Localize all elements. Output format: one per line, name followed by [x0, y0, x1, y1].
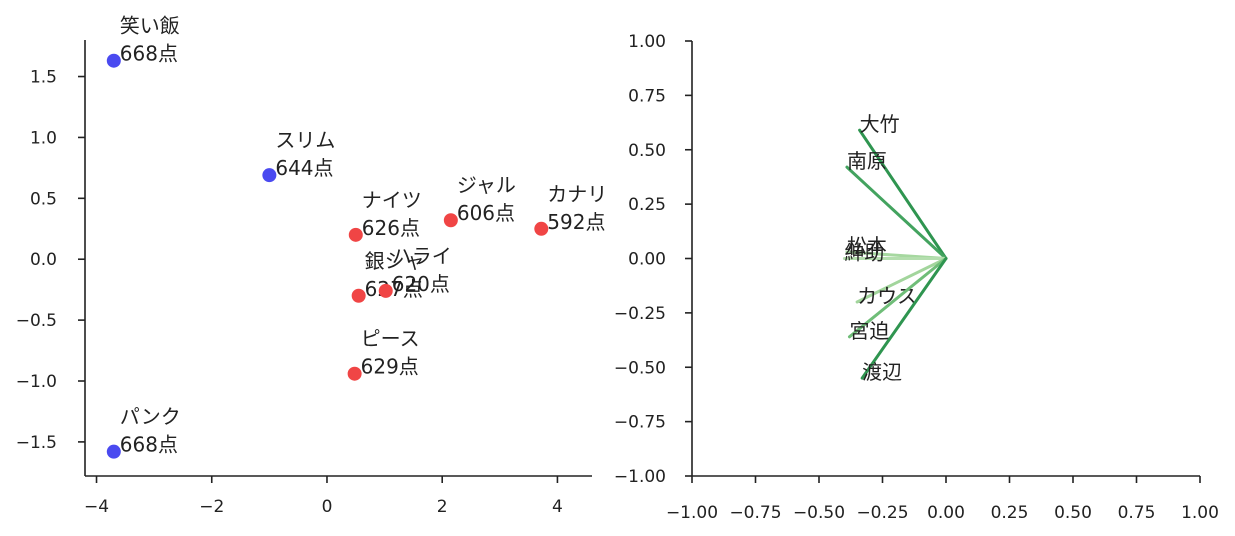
y-tick-label: −0.50	[614, 358, 666, 378]
point-score-label: 629点	[361, 355, 419, 379]
x-tick-label: 0	[322, 497, 333, 517]
loading-vector	[855, 257, 948, 304]
y-tick-label: 1.00	[628, 32, 666, 52]
point-score-label: 668点	[120, 42, 178, 66]
x-tick-label: −2	[199, 497, 224, 517]
point-name-label: ナイツ	[362, 188, 422, 212]
x-tick-label: −0.75	[729, 503, 781, 523]
point-score-label: 644点	[275, 156, 333, 180]
point-name-label: ハライ	[392, 244, 452, 268]
scatter-point	[378, 283, 393, 298]
scatter-point	[347, 366, 362, 381]
scatter-point	[262, 168, 277, 183]
point-name-label: パンク	[120, 405, 181, 429]
loading-vector-panel: −1.00 −0.75 −0.50 −0.25 0.00 0.25 0.50 0.75 1.00…	[614, 32, 1219, 523]
vector-label: 紳助	[844, 241, 884, 265]
scatter-point	[106, 53, 121, 68]
x-tick-label: −0.50	[793, 503, 845, 523]
point-name-label: カナリ	[547, 182, 607, 206]
y-tick-label: −0.75	[614, 413, 666, 433]
point-score-label: 627点	[365, 277, 423, 301]
x-tick-label: 1.00	[1181, 503, 1219, 523]
y-tick-label: −1.5	[16, 433, 57, 453]
x-tick-label: −4	[84, 497, 109, 517]
y-tick-label: −1.00	[614, 467, 666, 487]
vector-label: 松本	[847, 234, 887, 258]
y-tick-label: 0.50	[628, 141, 666, 161]
y-tick-label: 1.0	[30, 128, 57, 148]
y-tick-label: 1.5	[30, 68, 57, 88]
vector-label: 大竹	[860, 112, 900, 136]
x-tick-label: 2	[437, 497, 448, 517]
point-name-label: 銀シャ	[365, 249, 425, 273]
point-score-label: 620点	[392, 272, 450, 296]
vector-label: カウス	[857, 284, 917, 308]
point-name-label: ピース	[361, 327, 420, 351]
x-tick-label: −0.25	[856, 503, 908, 523]
vector-label: 宮迫	[849, 319, 889, 343]
scatter-point	[348, 227, 363, 242]
y-tick-label: 0.75	[628, 86, 666, 106]
y-tick-label: 0.00	[628, 250, 666, 270]
point-name-label: 笑い飯	[120, 14, 180, 38]
loading-vector	[858, 128, 948, 260]
vector-label: 南原	[847, 149, 887, 173]
x-tick-label: 0.00	[927, 503, 965, 523]
x-tick-label: 4	[552, 497, 563, 517]
y-tick-label: −0.5	[16, 311, 57, 331]
point-score-label: 606点	[457, 201, 515, 225]
vector-label: 渡辺	[862, 360, 902, 384]
point-name-label: ジャル	[457, 173, 516, 197]
point-score-label: 626点	[362, 216, 420, 240]
scatter-point	[443, 213, 458, 228]
loading-vector	[845, 165, 948, 260]
scatter-point	[351, 288, 366, 303]
point-score-label: 592点	[547, 210, 605, 234]
scatter-point	[106, 444, 121, 459]
loading-vector	[860, 257, 948, 380]
point-name-label: スリム	[275, 128, 335, 152]
loading-vector	[847, 257, 948, 339]
scatter-point	[534, 221, 549, 236]
scatter-plot-panel: −4 −2 0 2 41.51.00.50.0−0.5−1.0−1.5笑い飯668点スリ…	[16, 14, 608, 517]
y-tick-label: 0.25	[628, 195, 666, 215]
y-tick-label: 0.0	[30, 250, 57, 270]
y-tick-label: −1.0	[16, 372, 57, 392]
x-tick-label: 0.50	[1054, 503, 1092, 523]
x-tick-label: 0.75	[1118, 503, 1156, 523]
y-tick-label: −0.25	[614, 304, 666, 324]
x-tick-label: 0.25	[991, 503, 1029, 523]
x-tick-label: −1.00	[666, 503, 718, 523]
point-score-label: 668点	[120, 433, 178, 457]
y-tick-label: 0.5	[30, 189, 57, 209]
